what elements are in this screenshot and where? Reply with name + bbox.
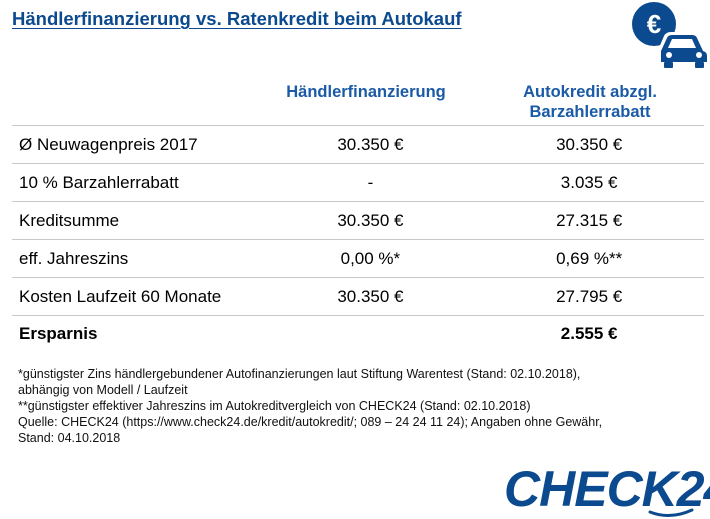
total-row: Ersparnis 2.555 € [12,316,704,352]
footnote-line: Stand: 04.10.2018 [18,431,121,445]
check24-logo: CHECK24 [504,461,710,517]
page-title: Händlerfinanzierung vs. Ratenkredit beim… [12,8,462,29]
row-label: 10 % Barzahlerrabatt [19,172,179,192]
value-autokredit: 27.315 € [556,210,623,230]
footnotes: *günstigster Zins händlergebundener Auto… [18,366,698,446]
table-row: Kosten Laufzeit 60 Monate 30.350 € 27.79… [12,278,704,316]
value-haendlerfinanzierung: 30.350 € [337,210,404,230]
total-value-autokredit: 2.555 € [560,324,618,343]
table-row: eff. Jahreszins 0,00 %* 0,69 %** [12,240,704,278]
value-autokredit: 30.350 € [556,134,623,154]
table-row: Kreditsumme 30.350 € 27.315 € [12,202,704,240]
value-autokredit: 3.035 € [560,172,618,192]
footnote-line: Quelle: CHECK24 (https://www.check24.de/… [18,415,603,429]
total-label: Ersparnis [19,324,98,343]
euro-car-icon: € [632,2,710,68]
table-row: Ø Neuwagenpreis 2017 30.350 € 30.350 € [12,126,704,164]
comparison-table: Ø Neuwagenpreis 2017 30.350 € 30.350 € 1… [12,125,704,352]
euro-symbol: € [647,9,661,39]
value-haendlerfinanzierung: 30.350 € [337,134,404,154]
column-header-haendlerfinanzierung: Händlerfinanzierung [286,83,446,101]
logo-text: CHECK24 [504,461,710,517]
table-row: 10 % Barzahlerrabatt - 3.035 € [12,164,704,202]
value-haendlerfinanzierung: - [367,172,374,192]
row-label: eff. Jahreszins [19,248,129,268]
row-label: Kosten Laufzeit 60 Monate [19,286,222,306]
value-autokredit: 0,69 %** [556,248,623,268]
column-header-autokredit: Autokredit abzgl. Barzahlerrabatt [523,83,657,121]
footnote-line: abhängig von Modell / Laufzeit [18,383,188,397]
footnote-line: **günstigster effektiver Jahreszins im A… [18,399,531,413]
row-label: Ø Neuwagenpreis 2017 [19,134,198,154]
value-haendlerfinanzierung: 30.350 € [337,286,404,306]
row-label: Kreditsumme [19,210,120,230]
value-haendlerfinanzierung: 0,00 %* [340,248,401,268]
footnote-line: *günstigster Zins händlergebundener Auto… [18,367,581,381]
value-autokredit: 27.795 € [556,286,623,306]
